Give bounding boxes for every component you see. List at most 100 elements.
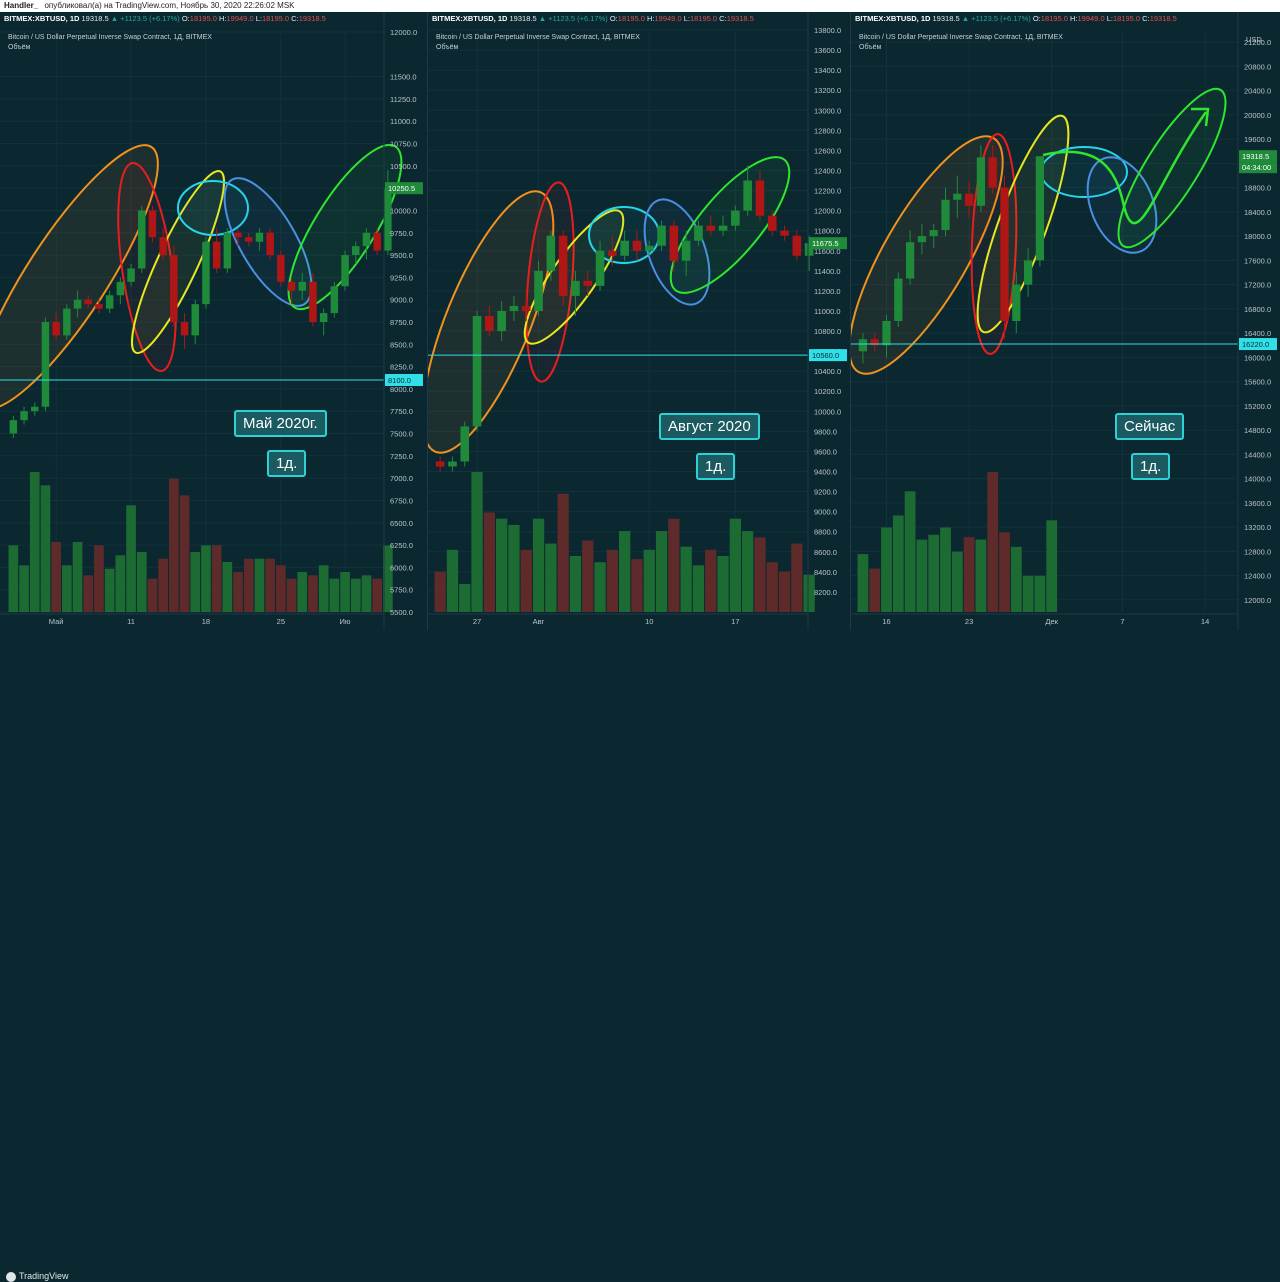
volume-bar bbox=[619, 531, 631, 612]
volume-bar bbox=[8, 545, 19, 612]
support-price-tag-text: 16220.0 bbox=[1242, 340, 1269, 349]
time-axis-label: 27 bbox=[473, 617, 481, 626]
price-axis-label: 18000.0 bbox=[1244, 232, 1271, 241]
candle-body bbox=[632, 240, 642, 251]
candle-body bbox=[657, 225, 666, 246]
volume-bar bbox=[778, 571, 791, 612]
price-axis-label: 20800.0 bbox=[1244, 62, 1271, 71]
price-axis-label: 12000.0 bbox=[390, 28, 417, 37]
price-axis-label: 9500.0 bbox=[390, 251, 413, 260]
volume-bar bbox=[483, 512, 495, 612]
period-label: Сейчас bbox=[1115, 413, 1185, 440]
candle-body bbox=[73, 299, 82, 309]
price-axis-label: 16800.0 bbox=[1244, 305, 1271, 314]
time-axis-label: 16 bbox=[882, 617, 890, 626]
price-axis-label: 8000.0 bbox=[390, 385, 413, 394]
last-price: 19318.5 bbox=[509, 14, 537, 23]
price-axis-label: 18400.0 bbox=[1244, 208, 1271, 217]
volume-bar bbox=[104, 568, 115, 612]
symbol-line: BITMEX:XBTUSD, 1D 19318.5 ▲ +1123.5 (+6.… bbox=[4, 14, 326, 23]
time-axis-label: 23 bbox=[965, 617, 973, 626]
volume-bar bbox=[308, 575, 318, 612]
price-axis-label: 10000.0 bbox=[390, 206, 417, 215]
volume-bar bbox=[179, 495, 190, 612]
low: 18195.0 bbox=[689, 14, 718, 23]
candle-body bbox=[882, 321, 891, 346]
price-axis-label: 8800.0 bbox=[814, 528, 837, 537]
candle-body bbox=[608, 250, 617, 256]
volume-bar bbox=[999, 532, 1010, 612]
ticker: BITMEX:XBTUSD, 1D bbox=[432, 14, 508, 23]
price-axis-label: 13200.0 bbox=[814, 86, 841, 95]
chart-canvas-now: 21200.020800.020400.020000.019600.019200… bbox=[851, 12, 1277, 630]
price-axis-label: 9600.0 bbox=[814, 447, 837, 456]
time-axis-label: 14 bbox=[1201, 617, 1209, 626]
time-axis-label: 25 bbox=[277, 617, 285, 626]
tradingview-logo[interactable]: TradingView bbox=[6, 1271, 69, 1282]
price-axis-label: 7250.0 bbox=[390, 452, 413, 461]
volume-bar bbox=[729, 518, 741, 612]
volume-bar bbox=[19, 565, 29, 612]
volume-bar bbox=[297, 572, 308, 612]
price-axis-label: 13800.0 bbox=[814, 26, 841, 35]
price-axis-label: 13000.0 bbox=[814, 106, 841, 115]
open: 18195.0 bbox=[189, 14, 217, 23]
low: 18195.0 bbox=[261, 14, 290, 23]
price-axis-label: 20400.0 bbox=[1244, 87, 1271, 96]
time-axis-label: 11 bbox=[127, 617, 135, 626]
change-value: +1123.5 (+6.17%) bbox=[971, 14, 1031, 23]
publisher-name[interactable]: Handler_ bbox=[4, 1, 39, 10]
candle-body bbox=[976, 157, 986, 206]
forecast-arrowhead bbox=[1191, 107, 1210, 127]
candle-body bbox=[669, 225, 679, 261]
volume-bar bbox=[754, 537, 766, 612]
candle-body bbox=[905, 242, 915, 279]
chart-panel-august[interactable]: 13800.0 13600.0 13400.0 13200.0 13000.0 12800… bbox=[428, 12, 851, 630]
price-axis-label: 9400.0 bbox=[814, 468, 837, 477]
last-price-tag bbox=[1239, 150, 1277, 163]
candle-body bbox=[521, 305, 531, 311]
volume-bar bbox=[717, 556, 729, 612]
volume-bar bbox=[169, 478, 179, 612]
volume-bar bbox=[29, 472, 40, 612]
volume-bar bbox=[643, 549, 655, 612]
support-price-tag-text: 10560.0 bbox=[812, 351, 839, 360]
volume-bar bbox=[520, 549, 532, 612]
volume-bar bbox=[201, 545, 211, 612]
time-axis-label: Авг bbox=[533, 617, 545, 626]
volume-bar bbox=[892, 515, 904, 612]
volume-bar bbox=[222, 562, 233, 612]
price-axis-label: 14400.0 bbox=[1244, 450, 1271, 459]
price-axis-label: 9000.0 bbox=[814, 508, 837, 517]
volume-bar bbox=[1022, 575, 1034, 612]
volume-bar bbox=[361, 575, 372, 612]
candle-body bbox=[534, 270, 543, 311]
volume-bar bbox=[705, 549, 717, 612]
chart-panel-may[interactable]: 12000.0 11500.0 11250.0 11000.0 10750.0 10500… bbox=[0, 12, 428, 630]
candle-body bbox=[988, 157, 997, 188]
candle-body bbox=[964, 193, 974, 206]
candle-body bbox=[298, 281, 306, 291]
volume-bar bbox=[471, 472, 483, 612]
countdown-tag bbox=[1239, 162, 1277, 174]
period-label: Август 2020 bbox=[659, 413, 760, 440]
volume-bar bbox=[940, 527, 951, 612]
low: 18195.0 bbox=[1112, 14, 1141, 23]
price-axis-label: 9750.0 bbox=[390, 229, 413, 238]
price-axis-label: 15600.0 bbox=[1244, 378, 1271, 387]
chart-panel-now[interactable]: 21200.020800.020400.020000.019600.019200… bbox=[851, 12, 1280, 630]
time-axis-label: 17 bbox=[731, 617, 739, 626]
candle-body bbox=[191, 304, 199, 336]
support-price-tag-text: 8100.0 bbox=[388, 376, 411, 385]
price-axis-label: 12400.0 bbox=[1244, 572, 1271, 581]
volume-bar bbox=[459, 584, 471, 612]
volume-bar bbox=[350, 578, 361, 612]
forecast-path bbox=[1042, 111, 1208, 225]
candle-body bbox=[792, 235, 802, 256]
candle-body bbox=[497, 310, 506, 332]
candle-body bbox=[31, 406, 39, 412]
volume-bar bbox=[72, 542, 83, 612]
candle-body bbox=[485, 315, 494, 332]
candle-body bbox=[694, 225, 703, 241]
volume-bar bbox=[545, 543, 557, 612]
